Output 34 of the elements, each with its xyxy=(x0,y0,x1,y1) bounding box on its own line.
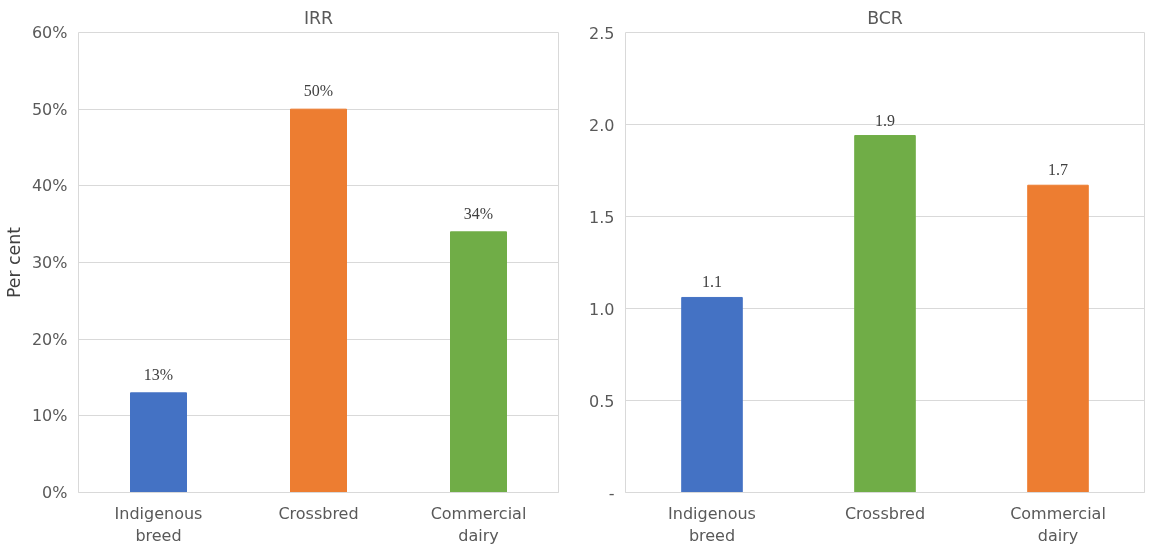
bar xyxy=(450,231,507,493)
y-tick-label: - xyxy=(608,483,615,503)
y-tick-label: 1.0 xyxy=(589,299,615,319)
y-tick-label: 1.5 xyxy=(589,207,615,227)
x-tick-label: Indigenous breed xyxy=(114,503,203,546)
y-tick-label: 10% xyxy=(31,406,68,426)
bar xyxy=(854,135,916,493)
x-tick-label: Crossbred xyxy=(844,503,926,523)
x-tick-label: Crossbred xyxy=(278,503,359,523)
data-label: 34% xyxy=(463,204,494,222)
y-tick-label: 50% xyxy=(31,99,68,119)
y-tick-label: 0.5 xyxy=(589,391,615,411)
y-tick-label: 0% xyxy=(42,483,68,502)
y-tick-label: 30% xyxy=(31,253,68,272)
data-label: 50% xyxy=(303,82,334,100)
chart-title: IRR xyxy=(303,7,334,28)
data-label: 13% xyxy=(143,365,174,383)
x-tick-label: Commercial dairy xyxy=(1010,503,1106,546)
chart-title: BCR xyxy=(867,7,903,28)
bar xyxy=(290,108,347,493)
data-label: 1.7 xyxy=(1048,161,1068,179)
y-tick-label: 40% xyxy=(31,176,68,196)
y-tick-label: 60% xyxy=(31,23,68,42)
y-tick-label: 20% xyxy=(31,329,68,349)
data-label: 1.1 xyxy=(702,273,722,291)
bar xyxy=(1027,184,1089,493)
data-label: 1.9 xyxy=(875,111,895,129)
y-tick-label: 2.5 xyxy=(589,23,615,43)
x-tick-label: Commercial dairy xyxy=(430,503,527,546)
x-tick-label: Indigenous breed xyxy=(668,503,756,546)
y-axis-title: Per cent xyxy=(3,226,24,299)
bar xyxy=(681,296,743,493)
bar xyxy=(130,392,187,493)
y-tick-label: 2.0 xyxy=(589,115,615,135)
